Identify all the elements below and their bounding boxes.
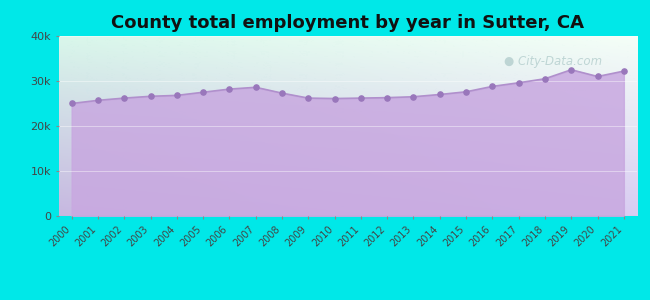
Point xyxy=(435,92,445,97)
Point xyxy=(540,76,550,81)
Point xyxy=(330,96,340,101)
Point xyxy=(382,95,393,100)
Point xyxy=(619,69,629,74)
Text: ● City-Data.com: ● City-Data.com xyxy=(504,55,602,68)
Point xyxy=(514,80,524,85)
Point xyxy=(146,94,156,99)
Point xyxy=(566,67,577,72)
Point xyxy=(66,101,77,106)
Point xyxy=(408,94,419,99)
Point xyxy=(198,90,208,94)
Point xyxy=(303,96,313,100)
Point xyxy=(461,89,471,94)
Point xyxy=(172,93,182,98)
Point xyxy=(224,87,235,92)
Point xyxy=(592,74,603,79)
Point xyxy=(488,84,498,89)
Point xyxy=(356,96,366,100)
Point xyxy=(119,96,129,100)
Title: County total employment by year in Sutter, CA: County total employment by year in Sutte… xyxy=(111,14,584,32)
Point xyxy=(250,85,261,90)
Point xyxy=(277,91,287,95)
Point xyxy=(93,98,103,103)
